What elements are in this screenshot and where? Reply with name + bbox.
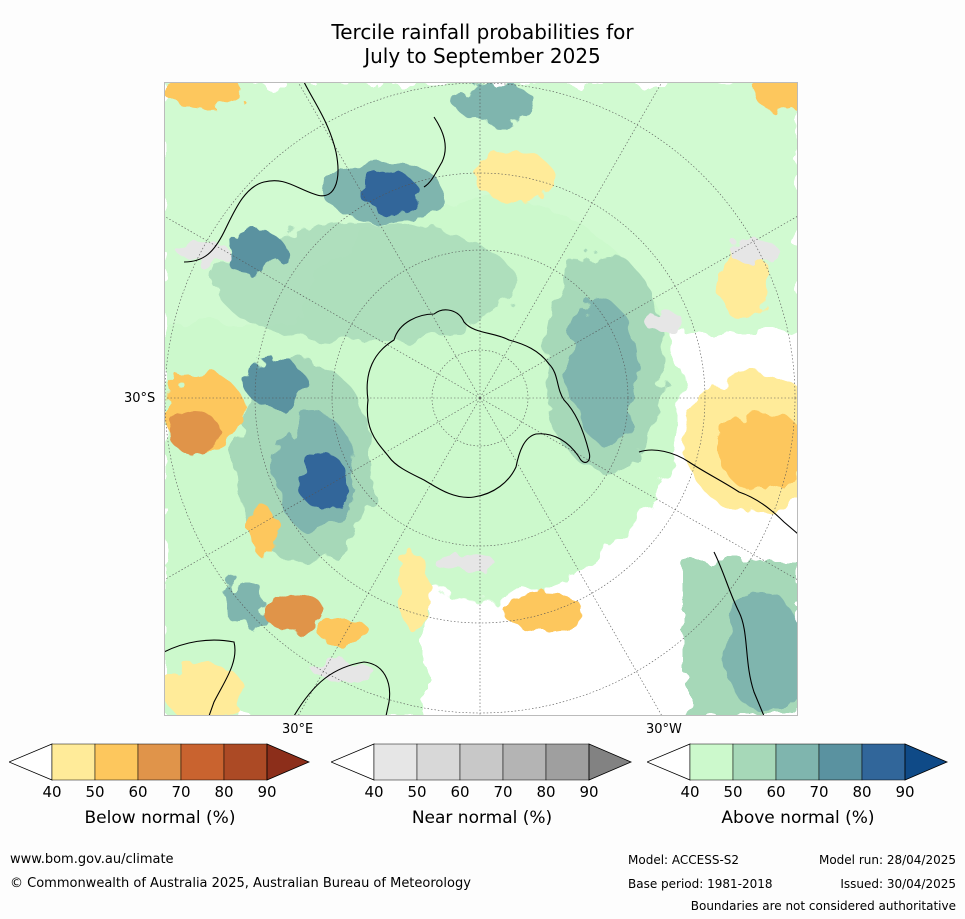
lat-label-30s: 30°S — [124, 391, 156, 406]
below-tick-90: 90 — [257, 783, 277, 801]
near-normal-colorbar — [331, 743, 633, 781]
above-tick-50: 50 — [723, 783, 743, 801]
above-tick-60: 60 — [766, 783, 786, 801]
below-normal-colorbar — [9, 743, 311, 781]
near-tick-80: 80 — [536, 783, 556, 801]
map-frame — [164, 82, 798, 716]
below-tick-70: 70 — [171, 783, 191, 801]
probability-map — [164, 82, 798, 716]
near-tick-60: 60 — [450, 783, 470, 801]
title-line-1: Tercile rainfall probabilities for — [331, 20, 634, 44]
new-zealand-coastline — [423, 116, 446, 188]
above-normal-colorbar — [647, 743, 949, 781]
above-tick-40: 40 — [680, 783, 700, 801]
footer-copyright: © Commonwealth of Australia 2025, Austra… — [10, 876, 471, 891]
south-africa-coastline — [293, 661, 391, 716]
below-tick-50: 50 — [85, 783, 105, 801]
footer-model: Model: ACCESS-S2 — [628, 853, 740, 867]
footer-model-run: Model run: 28/04/2025 — [818, 853, 956, 867]
australia-coastline — [183, 82, 339, 263]
below-tick-40: 40 — [42, 783, 62, 801]
graticule — [164, 82, 798, 716]
above-tick-70: 70 — [809, 783, 829, 801]
near-colorbar-title: Near normal (%) — [411, 808, 553, 828]
below-tick-80: 80 — [214, 783, 234, 801]
near-tick-70: 70 — [493, 783, 513, 801]
footer-website-link[interactable]: www.bom.gov.au/climate — [10, 852, 174, 867]
above-tick-80: 80 — [852, 783, 872, 801]
antarctica-coastline — [366, 309, 591, 498]
below-colorbar-title: Below normal (%) — [84, 808, 236, 828]
below-normal-field — [164, 82, 798, 716]
south-america-coastline — [638, 449, 798, 535]
footer-disclaimer: Boundaries are not considered authoritat… — [690, 899, 956, 913]
below-tick-60: 60 — [128, 783, 148, 801]
near-tick-50: 50 — [407, 783, 427, 801]
near-tick-90: 90 — [579, 783, 599, 801]
above-colorbar-title: Above normal (%) — [721, 808, 875, 828]
map-svg — [164, 82, 798, 716]
footer-base-period: Base period: 1981-2018 — [628, 877, 773, 891]
coastlines — [164, 82, 798, 716]
near-tick-40: 40 — [364, 783, 384, 801]
title-line-2: July to September 2025 — [364, 44, 601, 68]
above-tick-90: 90 — [895, 783, 915, 801]
near-normal-field — [179, 240, 779, 682]
africa-coastline — [164, 639, 236, 716]
south-america-east-coastline — [713, 551, 765, 716]
lon-label-30e: 30°E — [282, 722, 314, 737]
map-title: Tercile rainfall probabilities for July … — [0, 20, 965, 68]
lon-label-30w: 30°W — [646, 722, 682, 737]
footer-issued: Issued: 30/04/2025 — [840, 877, 956, 891]
